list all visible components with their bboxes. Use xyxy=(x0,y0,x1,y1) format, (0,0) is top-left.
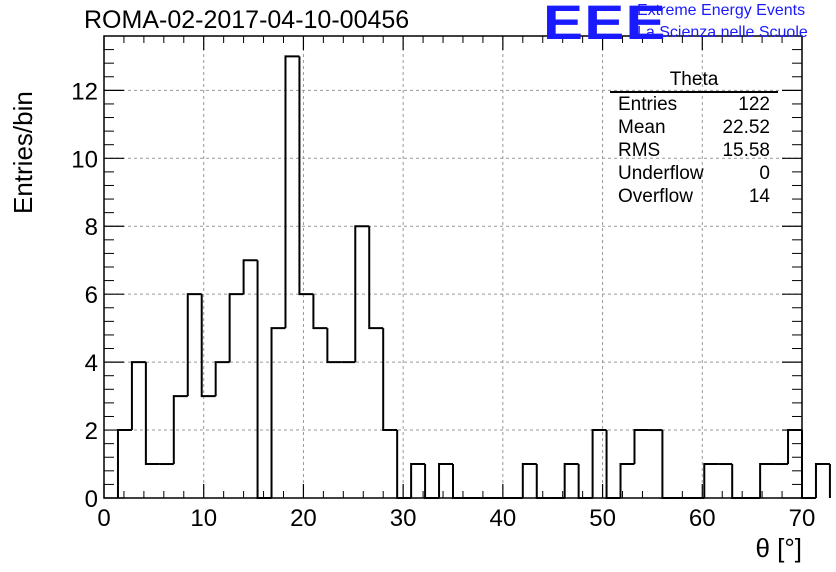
histogram-bin xyxy=(200,294,216,398)
stats-value: 122 xyxy=(738,94,770,115)
histogram-bin xyxy=(242,259,258,295)
stats-value: 22.52 xyxy=(722,117,770,138)
y-tick-label: 10 xyxy=(71,146,98,173)
histogram-bin xyxy=(396,430,412,499)
histogram-bin xyxy=(633,429,649,465)
histogram-bin xyxy=(326,328,342,364)
x-tick-label: 60 xyxy=(689,505,716,532)
stats-box-title: Theta xyxy=(610,70,778,93)
histogram-bin xyxy=(521,463,537,498)
x-axis-label: θ [°] xyxy=(755,533,802,563)
histogram-bin xyxy=(144,362,160,466)
stats-label: Overflow xyxy=(618,186,693,207)
x-tick-label: 50 xyxy=(589,505,616,532)
x-tick-label: 30 xyxy=(390,505,417,532)
x-tick-label: 40 xyxy=(490,505,517,532)
histogram-bin xyxy=(424,464,440,499)
stats-value: 0 xyxy=(759,163,770,184)
histogram-bin xyxy=(116,429,132,498)
histogram-bin xyxy=(703,463,719,498)
x-tick-label: 20 xyxy=(290,505,317,532)
chart-title: ROMA-02-2017-04-10-00456 xyxy=(84,6,410,34)
histogram-bin xyxy=(591,429,607,498)
stats-row: Mean 22.52 xyxy=(610,116,778,139)
stats-value: 15.58 xyxy=(722,140,770,161)
logo-text-line1: Extreme Energy Events xyxy=(637,2,806,19)
y-tick-label: 8 xyxy=(85,214,98,241)
histogram-bin xyxy=(814,463,830,498)
stats-label: Entries xyxy=(618,94,678,115)
histogram-bin xyxy=(256,260,272,499)
histogram-bin xyxy=(577,464,593,499)
histogram-bin xyxy=(354,225,370,363)
histogram-bin xyxy=(661,430,677,499)
histogram-bin xyxy=(186,293,202,397)
histogram-bin xyxy=(535,464,551,499)
y-tick-label: 2 xyxy=(85,418,98,445)
x-tick-label: 0 xyxy=(97,505,110,532)
stats-label: Underflow xyxy=(618,163,704,184)
stats-value: 14 xyxy=(748,186,770,207)
logo-text-line2: La Scienza nelle Scuole xyxy=(637,24,808,41)
histogram-bin xyxy=(382,328,398,432)
grid-lines xyxy=(104,36,802,498)
histogram-bin xyxy=(605,430,621,499)
tick-labels: 0 10 20 30 40 50 60 70 0 2 4 6 8 10 12 xyxy=(71,78,815,532)
stats-row: Underflow 0 xyxy=(610,162,778,185)
histogram-bin xyxy=(619,463,635,498)
histogram-bin xyxy=(563,463,579,498)
histogram-bin xyxy=(759,463,775,498)
histogram-bin xyxy=(438,463,453,498)
histogram-bin xyxy=(452,464,467,499)
histogram-bin xyxy=(787,429,802,465)
histogram-bin xyxy=(270,327,286,498)
stats-label: Mean xyxy=(618,117,666,138)
stats-row: Entries 122 xyxy=(610,93,778,116)
histogram-bin xyxy=(312,294,328,330)
y-tick-label: 6 xyxy=(85,282,98,309)
histogram-bin xyxy=(228,293,244,363)
histogram-bin xyxy=(172,395,188,465)
histogram-bin xyxy=(130,361,146,431)
histogram-bin xyxy=(801,430,816,499)
y-tick-label: 4 xyxy=(85,350,98,377)
histogram-bin xyxy=(410,463,426,498)
plot-frame xyxy=(103,35,803,499)
stats-label: RMS xyxy=(618,140,661,161)
histogram-bin xyxy=(731,464,747,499)
stats-row: Overflow 14 xyxy=(610,185,778,208)
stats-row: RMS 15.58 xyxy=(610,139,778,162)
histogram-bin xyxy=(368,226,384,330)
y-tick-label: 12 xyxy=(71,78,98,105)
y-tick-label: 0 xyxy=(85,486,98,513)
x-tick-label: 10 xyxy=(190,505,217,532)
x-tick-label: 70 xyxy=(789,505,816,532)
eee-logo: EEE xyxy=(543,0,667,50)
y-axis-label-box: Entries/bin xyxy=(8,91,38,214)
stats-box: Theta Entries 122 Mean 22.52 RMS 15.58 Unde… xyxy=(610,70,778,208)
histogram-bin xyxy=(298,56,314,296)
histogram-bin xyxy=(214,361,230,397)
y-axis-label: Entries/bin xyxy=(8,91,38,214)
histogram-bin xyxy=(284,55,300,329)
